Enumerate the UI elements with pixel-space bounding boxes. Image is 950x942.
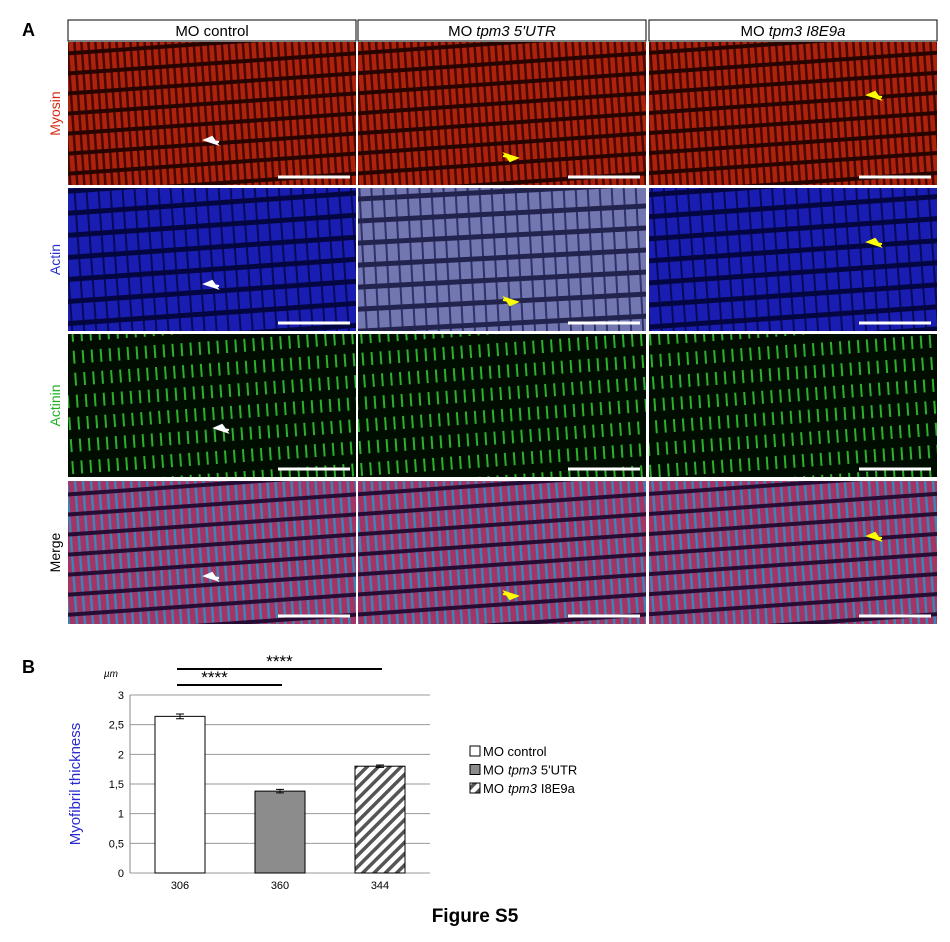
y-unit: µm bbox=[104, 669, 118, 680]
row-label: Actin bbox=[47, 244, 63, 275]
legend-label: MO tpm3 5'UTR bbox=[483, 763, 577, 778]
arrow bbox=[865, 90, 883, 101]
micrograph bbox=[649, 334, 937, 477]
text-part: MO control bbox=[483, 744, 547, 759]
micrograph bbox=[68, 334, 356, 477]
bar bbox=[254, 790, 306, 874]
y-tick-label: 3 bbox=[118, 690, 124, 702]
micrograph-shade bbox=[649, 188, 937, 331]
micrograph bbox=[358, 481, 646, 624]
micrograph-shade bbox=[68, 42, 356, 185]
text-part: 5'UTR bbox=[541, 763, 577, 778]
y-tick-label: 1 bbox=[118, 809, 124, 821]
column-header: MO tpm3 5'UTR bbox=[448, 23, 556, 40]
x-tick-label: 344 bbox=[371, 880, 389, 892]
significance-label: **** bbox=[201, 668, 228, 687]
arrow bbox=[202, 571, 220, 582]
text-part: tpm3 bbox=[508, 763, 538, 778]
panel-label: A bbox=[22, 20, 35, 40]
text-part: MO bbox=[483, 763, 504, 778]
micrograph-shade bbox=[649, 334, 937, 477]
column-header-box bbox=[67, 19, 357, 42]
text-part: MO bbox=[483, 781, 504, 796]
y-tick-label: 0 bbox=[118, 868, 124, 880]
micrograph-shade bbox=[358, 188, 646, 331]
row-label: Actinin bbox=[47, 384, 63, 426]
y-tick-label: 1,5 bbox=[109, 779, 124, 791]
significance-label: **** bbox=[266, 652, 293, 671]
micrograph bbox=[649, 188, 937, 331]
text-part: tpm3 bbox=[508, 781, 538, 796]
arrow bbox=[502, 152, 520, 163]
error-bar bbox=[276, 788, 284, 794]
micrograph bbox=[649, 42, 937, 185]
micrograph-shade bbox=[68, 334, 356, 477]
image-grid: MO control MO tpm3 5'UTR MO tpm3 I8E9aMyosin… bbox=[47, 19, 938, 624]
figure-caption: Figure S5 bbox=[432, 906, 519, 927]
y-tick-label: 2,5 bbox=[109, 720, 124, 732]
arrow bbox=[502, 590, 520, 601]
micrograph-shade bbox=[649, 481, 937, 624]
column-header: MO tpm3 I8E9a bbox=[741, 23, 846, 40]
micrograph bbox=[358, 334, 646, 477]
error-bar bbox=[176, 713, 184, 720]
row-label: Myosin bbox=[47, 91, 63, 135]
bar-chart: 0 0,5 1 1,5 2 2,5 3µm Myofibril thickness 306 360… bbox=[67, 652, 577, 892]
micrograph bbox=[649, 481, 937, 624]
error-bar bbox=[376, 764, 384, 768]
micrograph bbox=[68, 42, 356, 185]
arrow bbox=[502, 296, 520, 307]
text-part: I8E9a bbox=[541, 781, 576, 796]
micrograph-shade bbox=[358, 334, 646, 477]
legend-label: MO tpm3 I8E9a bbox=[483, 781, 576, 796]
micrograph bbox=[68, 188, 356, 331]
legend-swatch bbox=[469, 745, 481, 757]
text-part: MO bbox=[741, 23, 765, 40]
micrograph-shade bbox=[358, 481, 646, 624]
column-header-box bbox=[357, 19, 647, 42]
column-header: MO control bbox=[175, 23, 248, 40]
text-part: tpm3 5'UTR bbox=[476, 23, 556, 40]
micrograph bbox=[358, 42, 646, 185]
text-part: MO bbox=[448, 23, 472, 40]
micrograph-shade bbox=[68, 188, 356, 331]
y-axis-label: Myofibril thickness bbox=[67, 723, 84, 846]
bar bbox=[354, 765, 406, 874]
panel-label: B bbox=[22, 657, 35, 677]
legend-swatch bbox=[469, 764, 481, 775]
micrograph-shade bbox=[649, 42, 937, 185]
legend-label: MO control bbox=[483, 744, 547, 759]
arrow bbox=[865, 531, 883, 542]
text-part: MO control bbox=[175, 23, 248, 40]
arrow bbox=[202, 135, 220, 146]
bar bbox=[154, 715, 206, 874]
arrow bbox=[865, 237, 883, 248]
arrow bbox=[212, 423, 230, 434]
y-tick-label: 2 bbox=[118, 749, 124, 761]
column-header-box bbox=[648, 19, 938, 42]
legend-swatch bbox=[469, 782, 481, 794]
x-tick-label: 306 bbox=[171, 880, 189, 892]
y-tick-label: 0,5 bbox=[109, 838, 124, 850]
row-label: Merge bbox=[47, 532, 63, 572]
micrograph bbox=[358, 188, 646, 331]
micrograph-shade bbox=[358, 42, 646, 185]
micrograph bbox=[68, 481, 356, 624]
text-part: tpm3 I8E9a bbox=[769, 23, 846, 40]
x-tick-label: 360 bbox=[271, 880, 289, 892]
arrow bbox=[202, 279, 220, 290]
micrograph-shade bbox=[68, 481, 356, 624]
